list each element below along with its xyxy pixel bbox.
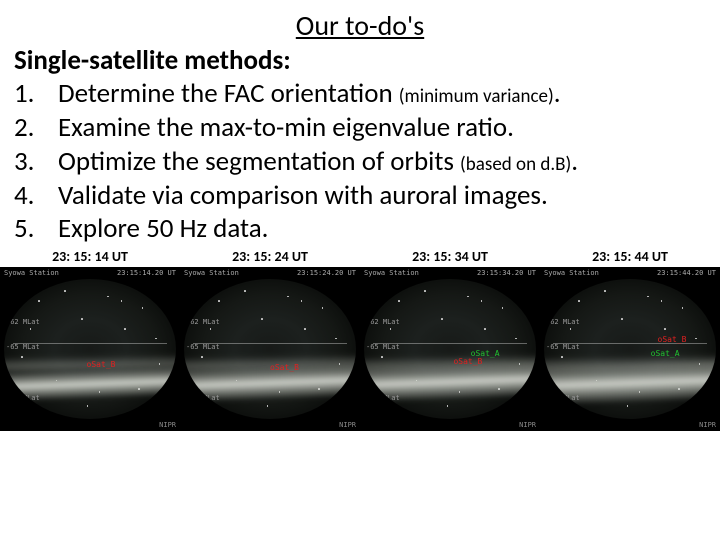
panel-timestamp: 23: 15: 34 UT: [360, 248, 540, 267]
item-parenthetical: (minimum variance): [399, 85, 554, 108]
item-number: 5.: [14, 212, 58, 246]
item-main: Examine the max-to-min eigenvalue ratio.: [58, 111, 514, 144]
item-text: Examine the max-to-min eigenvalue ratio.: [58, 111, 706, 145]
source-label: NIPR: [159, 421, 176, 429]
todo-item: 4.Validate via comparison with auroral i…: [14, 179, 706, 213]
todo-list: 1.Determine the FAC orientation (minimum…: [14, 77, 706, 246]
auroral-image: Syowa Station 23:15:44.20 UT -62 MLat -65 M…: [540, 267, 720, 431]
auroral-panel: 23: 15: 34 UT Syowa Station 23:15:34.20 UT…: [360, 248, 540, 431]
lat-label: -62 MLat: [546, 318, 580, 326]
station-label: Syowa Station: [4, 269, 59, 277]
fisheye-view: -62 MLat -65 MLat -65 MLat oSat_B: [4, 279, 176, 419]
lat-label: -62 MLat: [366, 318, 400, 326]
panel-timestamp: 23: 15: 44 UT: [540, 248, 720, 267]
fisheye-view: -62 MLat -65 MLat -65 MLat oSat_B oSat_A: [544, 279, 716, 419]
lat-label: -65 MLat: [366, 394, 400, 402]
image-time-label: 23:15:44.20 UT: [657, 269, 716, 277]
item-tail: .: [554, 77, 561, 110]
image-time-label: 23:15:24.20 UT: [297, 269, 356, 277]
lat-label: -65 MLat: [546, 394, 580, 402]
auroral-panel: 23: 15: 44 UT Syowa Station 23:15:44.20 UT…: [540, 248, 720, 431]
slide-subtitle: Single-satellite methods:: [14, 45, 706, 77]
item-text: Explore 50 Hz data.: [58, 212, 706, 246]
auroral-panel: 23: 15: 24 UT Syowa Station 23:15:24.20 UT…: [180, 248, 360, 431]
item-number: 4.: [14, 179, 58, 213]
todo-item: 2.Examine the max-to-min eigenvalue rati…: [14, 111, 706, 145]
lat-label: -65 MLat: [6, 394, 40, 402]
item-main: Explore 50 Hz data.: [58, 212, 269, 245]
todo-item: 5.Explore 50 Hz data.: [14, 212, 706, 246]
todo-item: 3.Optimize the segmentation of orbits (b…: [14, 145, 706, 179]
source-label: NIPR: [699, 421, 716, 429]
item-main: Validate via comparison with auroral ima…: [58, 179, 548, 212]
item-number: 1.: [14, 77, 58, 111]
lat-label: -62 MLat: [186, 318, 220, 326]
item-number: 3.: [14, 145, 58, 179]
lat-label: -62 MLat: [6, 318, 40, 326]
satellite-marker: oSat_B: [453, 357, 482, 366]
station-label: Syowa Station: [184, 269, 239, 277]
lat-label: -65 MLat: [186, 394, 220, 402]
source-label: NIPR: [339, 421, 356, 429]
item-main: Determine the FAC orientation: [58, 77, 399, 110]
satellite-marker: oSat_A: [651, 349, 680, 358]
slide-title: Our to-do's: [14, 8, 706, 43]
satellite-marker: oSat_B: [270, 363, 299, 372]
todo-item: 1.Determine the FAC orientation (minimum…: [14, 77, 706, 111]
lat-label: -65 MLat: [6, 343, 40, 351]
item-text: Optimize the segmentation of orbits (bas…: [58, 145, 706, 179]
item-tail: .: [571, 145, 578, 178]
image-time-label: 23:15:14.20 UT: [117, 269, 176, 277]
item-text: Validate via comparison with auroral ima…: [58, 179, 706, 213]
fisheye-view: -62 MLat -65 MLat -65 MLat oSat_BoSat_A: [364, 279, 536, 419]
satellite-marker: oSat_B: [658, 335, 687, 344]
auroral-image: Syowa Station 23:15:24.20 UT -62 MLat -65 M…: [180, 267, 360, 431]
auroral-image-row: 23: 15: 14 UT Syowa Station 23:15:14.20 UT…: [0, 248, 720, 431]
satellite-marker: oSat_B: [87, 360, 116, 369]
auroral-image: Syowa Station 23:15:14.20 UT -62 MLat -65 M…: [0, 267, 180, 431]
item-number: 2.: [14, 111, 58, 145]
fisheye-view: -62 MLat -65 MLat -65 MLat oSat_B: [184, 279, 356, 419]
item-text: Determine the FAC orientation (minimum v…: [58, 77, 706, 111]
lat-label: -65 MLat: [186, 343, 220, 351]
lat-label: -65 MLat: [546, 343, 580, 351]
panel-timestamp: 23: 15: 14 UT: [0, 248, 180, 267]
image-time-label: 23:15:34.20 UT: [477, 269, 536, 277]
lat-label: -65 MLat: [366, 343, 400, 351]
station-label: Syowa Station: [544, 269, 599, 277]
source-label: NIPR: [519, 421, 536, 429]
station-label: Syowa Station: [364, 269, 419, 277]
item-main: Optimize the segmentation of orbits: [58, 145, 460, 178]
panel-timestamp: 23: 15: 24 UT: [180, 248, 360, 267]
satellite-marker: oSat_A: [471, 349, 500, 358]
auroral-image: Syowa Station 23:15:34.20 UT -62 MLat -65 M…: [360, 267, 540, 431]
auroral-panel: 23: 15: 14 UT Syowa Station 23:15:14.20 UT…: [0, 248, 180, 431]
item-parenthetical: (based on d.B): [460, 153, 571, 176]
